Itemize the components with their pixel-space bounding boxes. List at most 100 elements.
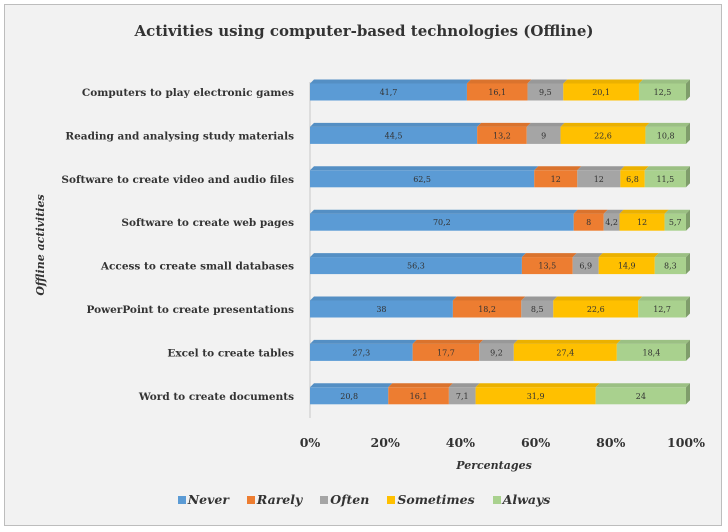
category-label: Software to create video and audio files	[61, 174, 294, 186]
bar-segment-top	[664, 209, 690, 214]
bar-segment-top	[448, 383, 480, 388]
legend-item-rarely: Rarely	[246, 492, 303, 507]
bar-segment-sometimes	[620, 170, 645, 188]
bar-end-face	[686, 79, 690, 101]
bar-segment-rarely	[452, 300, 522, 318]
data-label: 38	[376, 305, 386, 314]
category-label: Excel to create tables	[167, 347, 294, 359]
legend-label: Never	[187, 492, 229, 507]
bar-segment-always	[638, 83, 686, 101]
data-label: 22,6	[594, 131, 612, 140]
bar-segment-never	[310, 213, 574, 231]
category-label: Computers to play electronic games	[82, 87, 294, 99]
data-label: 8,3	[664, 262, 677, 271]
bar-segment-top	[638, 296, 690, 301]
bar-segment-rarely	[573, 213, 604, 231]
x-tick-label: 60%	[521, 435, 550, 450]
bar-segment-top	[412, 339, 484, 344]
bar-segment-top	[527, 79, 568, 84]
bar-segment-top	[616, 339, 690, 344]
bar-segment-top	[475, 383, 600, 388]
bar-segment-top	[603, 209, 624, 214]
chart-plot: Computers to play electronic games 41,7 16…	[34, 79, 705, 472]
bar-segment-always	[654, 257, 686, 275]
bar-segment-often	[526, 126, 561, 144]
bar-segment-top	[310, 339, 417, 344]
data-label: 9	[541, 131, 546, 140]
data-label: 8	[586, 218, 591, 227]
bar-end-face	[686, 209, 690, 231]
bar-segment-often	[479, 343, 514, 361]
legend-item-often: Often	[320, 492, 369, 507]
data-label: 22,6	[587, 305, 605, 314]
bar-segment-rarely	[388, 387, 449, 405]
data-label: 62,5	[413, 175, 431, 184]
bar-end-face	[686, 122, 690, 144]
x-tick-label: 40%	[446, 435, 475, 450]
data-label: 20,1	[592, 88, 610, 97]
bar-segment-never	[310, 343, 413, 361]
bar-segment-top	[479, 339, 518, 344]
bar-segment-top	[638, 79, 690, 84]
legend-item-sometimes: Sometimes	[387, 492, 475, 507]
data-label: 56,3	[407, 262, 425, 271]
data-label: 9,5	[539, 88, 552, 97]
data-label: 13,5	[538, 262, 556, 271]
bar-end-face	[686, 253, 690, 275]
data-label: 44,5	[385, 131, 403, 140]
legend-label: Rarely	[256, 492, 303, 507]
data-label: 6,9	[579, 262, 592, 271]
data-label: 27,3	[352, 348, 370, 357]
bar-segment-top	[388, 383, 453, 388]
data-label: 20,8	[340, 392, 358, 401]
bar-segment-sometimes	[553, 300, 639, 318]
bar-segment-often	[577, 170, 621, 188]
bar-segment-top	[620, 166, 649, 171]
bar-segment-sometimes	[563, 83, 639, 101]
bar-segment-rarely	[466, 83, 528, 101]
bar-segment-top	[654, 253, 690, 258]
bar-segment-always	[645, 126, 686, 144]
data-label: 27,4	[556, 348, 574, 357]
bar-segment-top	[534, 166, 582, 171]
data-label: 12,7	[653, 305, 671, 314]
bar-segment-never	[310, 257, 522, 275]
bar-segment-top	[310, 209, 578, 214]
bar-segment-top	[644, 166, 690, 171]
bar-segment-sometimes	[598, 257, 655, 275]
data-label: 24	[636, 392, 646, 401]
bar-segment-top	[619, 209, 669, 214]
bar-segment-top	[595, 383, 690, 388]
data-label: 10,8	[657, 131, 675, 140]
bar-segment-top	[310, 122, 482, 127]
bar-segment-top	[560, 122, 650, 127]
bar-segment-often	[603, 213, 620, 231]
bar-segment-top	[553, 296, 643, 301]
category-label: PowerPoint to create presentations	[86, 304, 294, 316]
bar-segment-top	[577, 166, 625, 171]
bar-end-face	[686, 166, 690, 188]
bar-segment-always	[644, 170, 686, 188]
bar-segment-sometimes	[475, 387, 596, 405]
legend-swatch	[246, 496, 255, 504]
bar-segment-never	[310, 126, 478, 144]
legend-swatch	[320, 496, 329, 504]
legend-label: Sometimes	[397, 492, 475, 507]
bar-segment-often	[572, 257, 599, 275]
bar-segment-always	[616, 343, 686, 361]
bar-segment-top	[563, 79, 643, 84]
bar-segment-top	[310, 383, 393, 388]
bar-segment-often	[527, 83, 564, 101]
bar-segment-top	[521, 253, 577, 258]
bar-segment-top	[452, 296, 526, 301]
data-label: 8,5	[531, 305, 544, 314]
x-tick-label: 80%	[596, 435, 625, 450]
bar-segment-top	[513, 339, 621, 344]
bar-segment-rarely	[477, 126, 527, 144]
data-label: 5,7	[669, 218, 682, 227]
bar-segment-top	[310, 166, 539, 171]
data-label: 16,1	[488, 88, 506, 97]
bar-segment-never	[310, 300, 453, 318]
data-label: 18,2	[478, 305, 496, 314]
bar-segment-top	[573, 209, 608, 214]
